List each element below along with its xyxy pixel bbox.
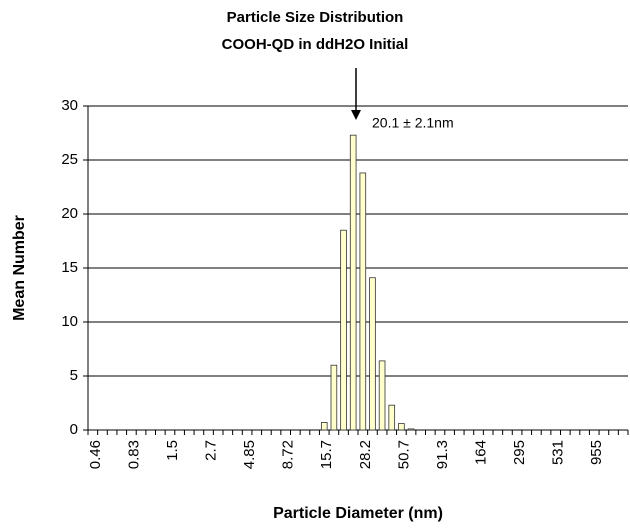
bar <box>378 360 386 431</box>
x-tick-label: 15.7 <box>318 440 335 469</box>
y-tick-label: 30 <box>61 97 78 114</box>
x-tick-label: 1.5 <box>164 440 181 461</box>
x-tick-label: 8.72 <box>280 440 297 469</box>
y-tick-label: 5 <box>70 367 78 384</box>
y-tick-label: 25 <box>61 151 78 168</box>
x-tick-label: 0.46 <box>87 440 104 469</box>
bar <box>349 134 357 431</box>
y-tick-label: 0 <box>70 421 78 438</box>
x-tick-label: 91.3 <box>434 440 451 469</box>
bar <box>398 423 405 431</box>
chart-title: Particle Size Distribution <box>227 9 404 26</box>
annotation: 20.1 ± 2.1nm <box>372 115 454 131</box>
y-axis-title: Mean Number <box>11 215 28 321</box>
x-tick-label: 955 <box>588 440 605 465</box>
y-tick-label: 10 <box>61 313 78 330</box>
x-tick-label: 531 <box>550 440 567 465</box>
x-tick-label: 0.83 <box>125 440 142 469</box>
x-axis-title: Particle Diameter (nm) <box>273 505 443 522</box>
chart-title: COOH-QD in ddH2O Initial <box>222 36 409 53</box>
x-tick-label: 295 <box>511 440 528 465</box>
x-tick-label: 164 <box>473 440 490 465</box>
bar <box>388 404 396 431</box>
bar <box>340 229 347 431</box>
bar <box>407 428 415 431</box>
bar <box>359 172 367 431</box>
y-tick-label: 20 <box>61 205 78 222</box>
x-tick-label: 28.2 <box>357 440 374 469</box>
bar <box>330 364 338 431</box>
x-tick-label: 50.7 <box>395 440 412 469</box>
x-tick-label: 4.85 <box>241 440 258 469</box>
arrow-head <box>351 110 361 120</box>
bar <box>369 277 376 431</box>
x-tick-label: 2.7 <box>203 440 220 461</box>
y-tick-label: 15 <box>61 259 78 276</box>
bar <box>320 422 328 431</box>
